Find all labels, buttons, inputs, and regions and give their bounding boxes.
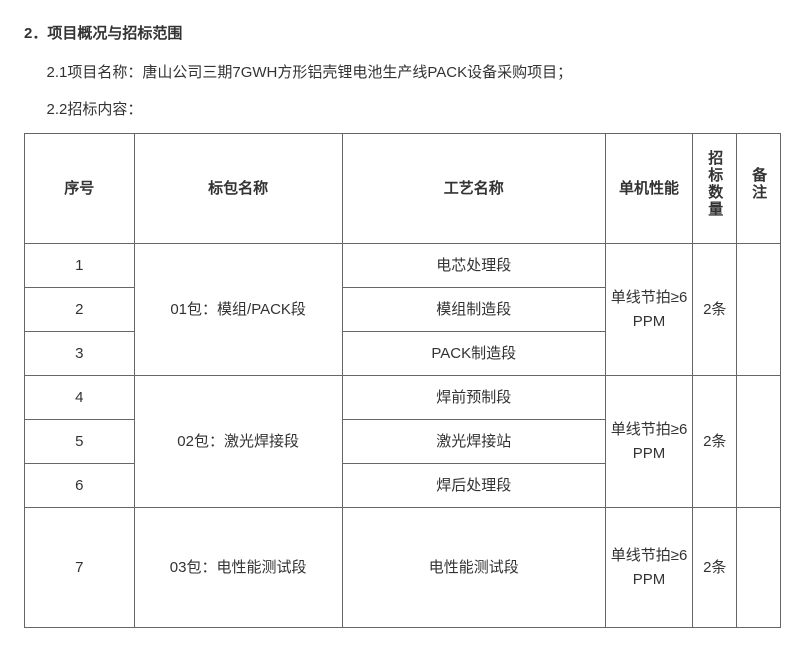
cell-perf: 单线节拍≥6PPM [605, 244, 693, 376]
cell-proc: 焊后处理段 [342, 464, 605, 508]
bid-table: 序号 标包名称 工艺名称 单机性能 招标数量 备注 1 01包：模组/PACK段… [24, 133, 781, 628]
cell-proc: 焊前预制段 [342, 376, 605, 420]
cell-note [737, 376, 781, 508]
header-pkg: 标包名称 [134, 134, 342, 244]
header-note-text: 备注 [745, 167, 772, 201]
cell-proc: 模组制造段 [342, 288, 605, 332]
sub-line-2: 2.2招标内容： [24, 96, 781, 123]
sub-line-1: 2.1项目名称：唐山公司三期7GWH方形铝壳锂电池生产线PACK设备采购项目； [24, 59, 781, 86]
cell-perf: 单线节拍≥6PPM [605, 508, 693, 628]
cell-proc: 电性能测试段 [342, 508, 605, 628]
cell-seq: 3 [25, 332, 135, 376]
cell-seq: 6 [25, 464, 135, 508]
header-qty: 招标数量 [693, 134, 737, 244]
cell-seq: 5 [25, 420, 135, 464]
cell-seq: 7 [25, 508, 135, 628]
cell-proc: 激光焊接站 [342, 420, 605, 464]
cell-qty: 2条 [693, 244, 737, 376]
cell-qty: 2条 [693, 376, 737, 508]
cell-qty: 2条 [693, 508, 737, 628]
cell-perf: 单线节拍≥6PPM [605, 376, 693, 508]
table-row: 7 03包：电性能测试段 电性能测试段 单线节拍≥6PPM 2条 [25, 508, 781, 628]
cell-pkg: 02包：激光焊接段 [134, 376, 342, 508]
section-number: 2． [24, 25, 47, 42]
cell-proc: 电芯处理段 [342, 244, 605, 288]
cell-seq: 4 [25, 376, 135, 420]
header-perf: 单机性能 [605, 134, 693, 244]
header-qty-text: 招标数量 [701, 150, 728, 218]
cell-seq: 1 [25, 244, 135, 288]
cell-note [737, 508, 781, 628]
table-header-row: 序号 标包名称 工艺名称 单机性能 招标数量 备注 [25, 134, 781, 244]
section-title-text: 项目概况与招标范围 [47, 25, 182, 42]
cell-note [737, 244, 781, 376]
cell-pkg: 03包：电性能测试段 [134, 508, 342, 628]
header-note: 备注 [737, 134, 781, 244]
table-row: 4 02包：激光焊接段 焊前预制段 单线节拍≥6PPM 2条 [25, 376, 781, 420]
header-seq: 序号 [25, 134, 135, 244]
header-proc: 工艺名称 [342, 134, 605, 244]
cell-seq: 2 [25, 288, 135, 332]
cell-proc: PACK制造段 [342, 332, 605, 376]
cell-pkg: 01包：模组/PACK段 [134, 244, 342, 376]
table-row: 1 01包：模组/PACK段 电芯处理段 单线节拍≥6PPM 2条 [25, 244, 781, 288]
section-title: 2．项目概况与招标范围 [24, 20, 781, 47]
